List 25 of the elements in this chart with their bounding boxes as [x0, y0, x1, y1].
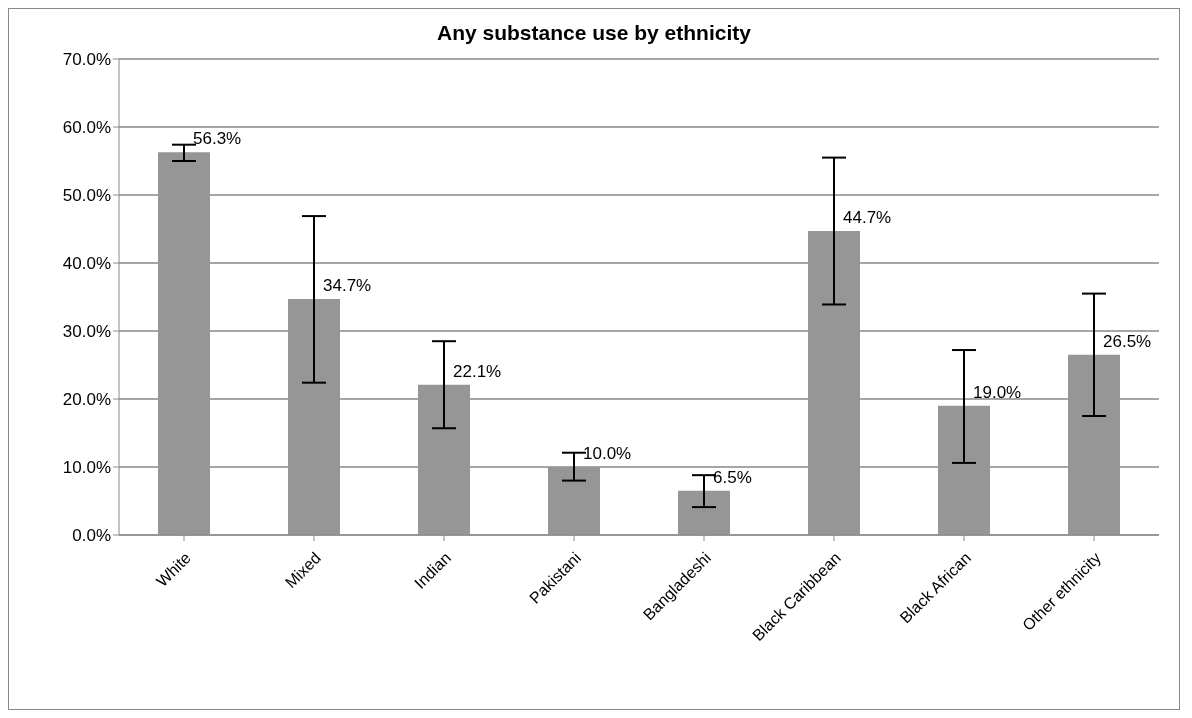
bar [548, 467, 600, 535]
data-label: 6.5% [713, 467, 752, 487]
bar [288, 299, 340, 535]
y-tick-label: 70.0% [62, 50, 111, 70]
bar [158, 152, 210, 535]
y-tick-label: 30.0% [62, 322, 111, 342]
data-label: 19.0% [973, 382, 1022, 402]
data-label: 22.1% [453, 361, 502, 381]
chart-title: Any substance use by ethnicity [436, 21, 752, 45]
y-tick-label: 20.0% [62, 390, 111, 410]
data-label: 44.7% [843, 208, 892, 228]
y-tick-label: 40.0% [62, 254, 111, 274]
data-label: 34.7% [323, 276, 372, 296]
y-tick-label: 10.0% [62, 458, 111, 478]
bar [938, 405, 990, 535]
data-label: 10.0% [583, 444, 632, 463]
data-label: 26.5% [1103, 331, 1152, 351]
bar [678, 490, 730, 535]
data-label: 56.3% [193, 129, 242, 149]
bar [808, 231, 860, 535]
y-tick-label: 50.0% [62, 186, 111, 206]
y-tick-label: 60.0% [62, 118, 111, 138]
bar [418, 384, 470, 535]
bar [1068, 354, 1120, 535]
y-tick-label: 0.0% [72, 526, 111, 546]
